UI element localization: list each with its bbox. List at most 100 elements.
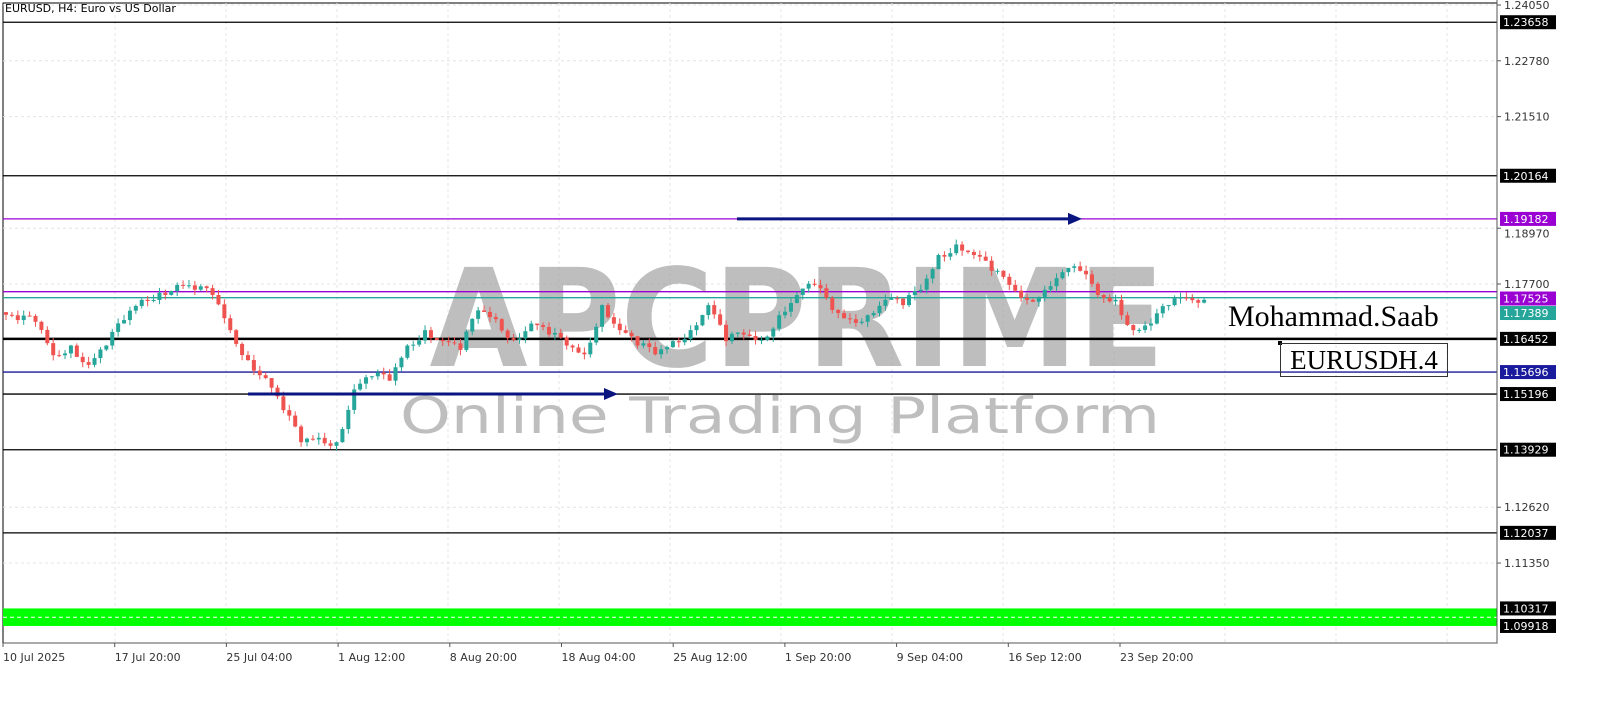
candle-body: [334, 442, 339, 446]
candle-body: [1066, 267, 1071, 273]
candle-body: [1125, 315, 1130, 326]
candle-body: [948, 253, 953, 257]
candle-body: [741, 332, 746, 335]
candle-body: [1202, 299, 1207, 303]
candle-body: [830, 297, 835, 310]
price-tag-label: 1.16452: [1503, 333, 1549, 346]
candle-body: [1036, 298, 1041, 302]
candle-body: [387, 374, 392, 381]
candle-body: [428, 330, 433, 339]
support-zone[interactable]: [3, 608, 1497, 626]
candle-body: [847, 318, 852, 320]
candle-body: [936, 255, 941, 270]
candle-body: [1154, 313, 1159, 324]
candle-body: [1072, 266, 1077, 268]
arrow-head-icon: [1068, 212, 1082, 225]
candle-body: [853, 319, 858, 323]
candle-body: [322, 437, 327, 444]
candle-body: [476, 310, 481, 319]
candle-body: [1001, 270, 1006, 277]
y-tick-label: 1.17700: [1504, 278, 1550, 291]
candle-body: [541, 325, 546, 327]
candle-body: [358, 383, 363, 390]
price-tag-label: 1.13929: [1503, 444, 1549, 457]
candle-body: [1184, 297, 1189, 299]
price-tag-label: 1.17525: [1503, 293, 1549, 306]
candle-body: [653, 347, 658, 355]
price-tag: [1500, 365, 1556, 380]
candle-body: [80, 356, 85, 363]
symbol-label-box[interactable]: EURUSDH.4: [1280, 343, 1448, 377]
candle-body: [1007, 276, 1012, 285]
candle-body: [175, 284, 180, 291]
candle-body: [535, 323, 540, 326]
candle-body: [423, 330, 428, 341]
candle-body: [263, 375, 268, 379]
candle-body: [517, 338, 522, 340]
price-tag: [1500, 306, 1556, 321]
candle-body: [122, 320, 127, 324]
candle-body: [45, 329, 50, 344]
candle-body: [251, 360, 256, 371]
y-tick-label: 1.12620: [1504, 501, 1550, 514]
price-tag-label: 1.19182: [1503, 213, 1549, 226]
candle-body: [783, 311, 788, 316]
candle-body: [659, 349, 664, 355]
y-tick-label: 1.18970: [1504, 227, 1550, 240]
watermark-tagline: Online Trading Platform: [400, 387, 1160, 445]
candle-body: [452, 342, 457, 344]
candle-body: [458, 343, 463, 350]
candle-body: [729, 333, 734, 342]
x-tick-label: 25 Jul 04:00: [226, 651, 292, 664]
candle-body: [1107, 297, 1112, 302]
candle-body: [204, 286, 209, 289]
x-tick-label: 18 Aug 04:00: [562, 651, 636, 664]
price-tag: [1500, 387, 1556, 402]
candle-body: [405, 345, 410, 358]
candle-body: [181, 284, 186, 286]
candle-body: [1148, 323, 1153, 326]
candle-body: [440, 340, 445, 342]
y-tick-label: 1.22780: [1504, 55, 1550, 68]
candle-body: [924, 278, 929, 290]
candle-body: [606, 305, 610, 318]
candle-body: [1196, 300, 1201, 303]
plot-area: [2, 2, 1498, 644]
x-tick-label: 10 Jul 2025: [3, 651, 65, 664]
candle-body: [305, 438, 309, 443]
candle-body: [1078, 266, 1083, 271]
candle-body: [971, 252, 976, 256]
candle-body: [352, 389, 357, 410]
candle-body: [918, 289, 923, 292]
candle-body: [482, 310, 487, 312]
price-tag-label: 1.23658: [1503, 16, 1549, 29]
candle-body: [381, 372, 386, 375]
candle-body: [570, 345, 575, 348]
x-tick-label: 25 Aug 12:00: [673, 651, 747, 664]
candle-body: [1095, 283, 1100, 296]
candle-body: [133, 305, 138, 311]
candle-body: [310, 438, 315, 440]
candle-body: [1025, 297, 1030, 300]
candle-body: [523, 331, 528, 339]
candle-body: [139, 299, 144, 306]
candle-body: [883, 299, 888, 306]
price-tag: [1500, 331, 1556, 346]
candle-body: [269, 378, 274, 388]
candle-body: [546, 326, 551, 335]
price-tag-label: 1.15696: [1503, 366, 1549, 379]
candle-body: [1119, 299, 1124, 316]
price-tag: [1500, 618, 1556, 633]
candle-body: [1143, 325, 1148, 330]
candle-body: [493, 317, 498, 320]
candle-body: [588, 342, 593, 355]
x-tick-label: 16 Sep 12:00: [1008, 651, 1081, 664]
candle-body: [1101, 295, 1106, 298]
candle-body: [340, 429, 345, 443]
candle-body: [316, 437, 321, 440]
candle-body: [989, 260, 994, 271]
candle-body: [446, 341, 451, 343]
candle-body: [960, 244, 965, 251]
price-tag-label: 1.15196: [1503, 388, 1549, 401]
